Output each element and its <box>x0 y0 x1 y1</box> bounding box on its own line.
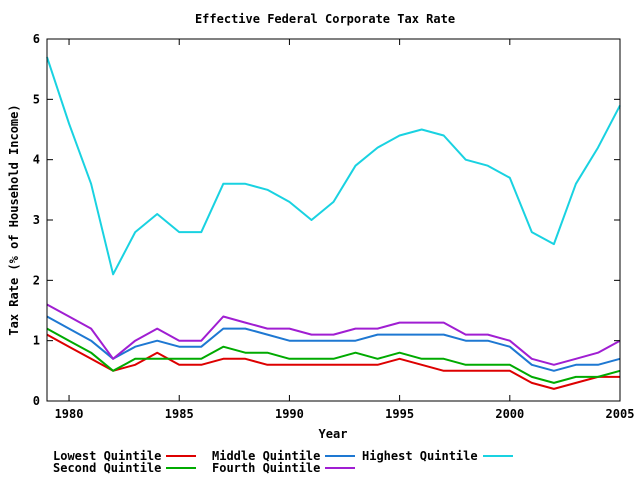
legend-label-1: Second Quintile <box>53 461 161 475</box>
y-tick-label-4: 4 <box>33 153 40 167</box>
tick-group: 0 1 2 3 4 5 6 1980 1985 1990 1995 2000 2005 <box>33 32 635 421</box>
y-tick-label-6: 6 <box>33 32 40 46</box>
x-tick-label-1: 1985 <box>165 407 194 421</box>
x-tick-label-4: 2000 <box>495 407 524 421</box>
series-line-4 <box>46 56 621 276</box>
y-tick-label-0: 0 <box>33 394 40 408</box>
y-tick-label-1: 1 <box>33 334 40 348</box>
legend-label-4: Highest Quintile <box>362 449 478 463</box>
legend-label-3: Fourth Quintile <box>212 461 320 475</box>
series-line-0 <box>46 333 620 390</box>
series-line-3 <box>46 303 621 366</box>
x-tick-label-2: 1990 <box>275 407 304 421</box>
legend-label-2: Middle Quintile <box>212 449 320 463</box>
legend-label-0: Lowest Quintile <box>53 449 161 463</box>
y-tick-label-3: 3 <box>33 213 40 227</box>
y-tick-label-5: 5 <box>33 92 40 106</box>
x-tick-label-5: 2005 <box>606 407 635 421</box>
x-tick-label-0: 1980 <box>55 407 84 421</box>
x-tick-label-3: 1995 <box>385 407 414 421</box>
series-line-1 <box>46 327 621 384</box>
series-group <box>46 56 621 390</box>
y-tick-label-2: 2 <box>33 273 40 287</box>
x-axis-label: Year <box>319 427 348 441</box>
plot-frame <box>46 38 621 402</box>
y-axis-label: Tax Rate (% of Household Income) <box>7 104 21 335</box>
chart-title: Effective Federal Corporate Tax Rate <box>195 12 455 26</box>
series-line-2 <box>46 315 621 372</box>
